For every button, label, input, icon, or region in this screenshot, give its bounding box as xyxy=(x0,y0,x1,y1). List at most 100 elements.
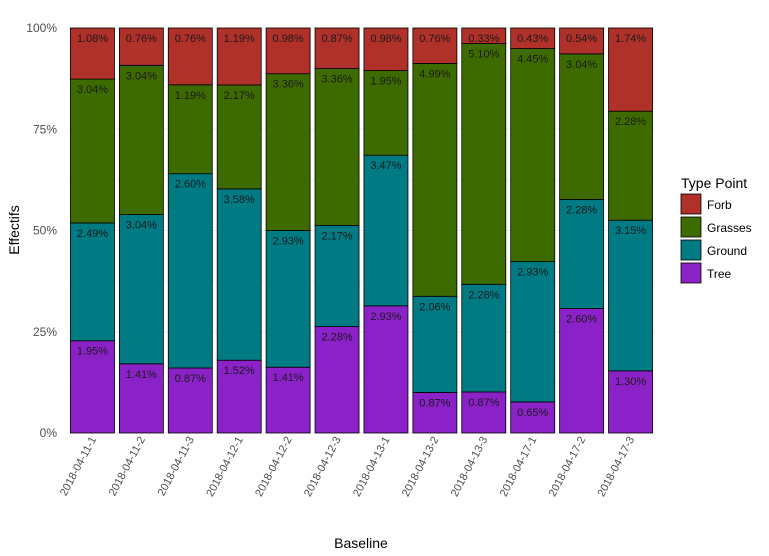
bar-segment-forb xyxy=(314,27,360,69)
x-tick-label: 2018-04-12-2 xyxy=(253,435,295,499)
data-label-forb: 0.54% xyxy=(566,33,597,45)
data-label-forb: 0.33% xyxy=(468,33,499,45)
legend-key-forb xyxy=(680,193,702,215)
bars xyxy=(70,27,653,434)
legend-key-ground xyxy=(680,239,702,261)
data-label-tree: 0.87% xyxy=(419,397,450,409)
x-tick-label: 2018-04-17-1 xyxy=(498,435,540,499)
bar-segment-forb xyxy=(363,27,409,71)
data-label-forb: 0.98% xyxy=(370,33,401,45)
data-label-forb: 0.76% xyxy=(419,33,450,45)
bar-segment-grasses xyxy=(510,48,556,263)
y-tick-label: 0% xyxy=(40,426,58,440)
bar-segment-forb xyxy=(70,27,115,80)
y-axis: 0% 25% 50% 75% 100% xyxy=(26,21,57,440)
x-tick-label: 2018-04-11-1 xyxy=(58,435,99,498)
bar-segment-ground xyxy=(167,173,213,369)
data-label-tree: 2.28% xyxy=(321,332,352,344)
x-tick-label: 2018-04-13-3 xyxy=(449,435,491,499)
bar-segment-grasses xyxy=(70,78,115,224)
data-label-ground: 3.47% xyxy=(370,160,401,172)
bar-segment-ground xyxy=(510,261,556,403)
bar-segment-forb xyxy=(412,27,458,64)
bar-segment-grasses xyxy=(412,63,458,297)
bar-segment-forb xyxy=(118,27,164,66)
bar-segment-forb xyxy=(216,27,262,86)
y-axis-title: Effectifs xyxy=(6,205,22,255)
bar-segment-ground xyxy=(412,295,458,393)
legend-key-tree xyxy=(680,262,702,284)
bar-segment-ground xyxy=(314,224,360,328)
bar-segment-ground xyxy=(70,222,115,342)
x-axis: 2018-04-11-1 2018-04-11-2 2018-04-11-3 2018… xyxy=(58,435,637,499)
y-tick-label: 100% xyxy=(26,21,57,35)
legend-key-grasses xyxy=(680,216,702,238)
x-tick-label: 2018-04-17-3 xyxy=(596,435,638,499)
data-label-ground: 2.17% xyxy=(321,230,352,242)
y-tick-label: 50% xyxy=(33,224,57,238)
bar-segment-forb xyxy=(461,27,507,44)
bar-segment-tree xyxy=(167,367,213,434)
bar-segment-tree xyxy=(363,305,409,434)
segment-labels: 1.95% 2.49% 3.04% 1.08% 1.41% 3.04% 3.04% 0.76%… xyxy=(77,33,646,419)
data-label-forb: 0.76% xyxy=(175,33,206,45)
bar-segment-ground xyxy=(363,154,409,307)
x-axis-title: Baseline xyxy=(334,535,388,551)
legend-label-tree: Tree xyxy=(707,267,732,281)
data-label-ground: 2.49% xyxy=(77,228,108,240)
data-label-ground: 2.93% xyxy=(517,267,548,279)
data-label-grasses: 1.95% xyxy=(370,76,401,88)
bar-segment-ground xyxy=(559,198,605,309)
data-label-tree: 0.87% xyxy=(468,397,499,409)
bar-segment-grasses xyxy=(216,84,262,190)
bar-segment-tree xyxy=(118,363,164,434)
bar-segment-grasses xyxy=(363,70,409,156)
data-label-grasses: 4.99% xyxy=(419,68,450,80)
data-label-grasses: 5.10% xyxy=(468,49,499,61)
data-label-tree: 2.93% xyxy=(370,311,401,323)
data-label-ground: 3.04% xyxy=(126,220,157,232)
bar-segment-tree xyxy=(559,308,605,434)
bar-segment-tree xyxy=(461,391,507,434)
legend: Type Point Forb Grasses Ground Tree xyxy=(680,175,752,284)
bar-segment-ground xyxy=(608,219,653,372)
bar-segment-forb xyxy=(167,27,213,86)
data-label-tree: 2.60% xyxy=(566,314,597,326)
bar-segment-tree xyxy=(70,340,115,434)
x-tick-label: 2018-04-11-2 xyxy=(107,435,148,498)
data-label-ground: 2.28% xyxy=(468,289,499,301)
data-label-tree: 1.41% xyxy=(126,369,157,381)
data-label-grasses: 3.04% xyxy=(566,59,597,71)
data-label-forb: 1.08% xyxy=(77,33,108,45)
bar-segment-grasses xyxy=(118,64,164,215)
bar-segment-grasses xyxy=(608,110,653,221)
data-label-ground: 2.60% xyxy=(175,179,206,191)
data-label-tree: 1.30% xyxy=(615,376,646,388)
y-tick-label: 25% xyxy=(33,325,57,339)
data-label-forb: 0.43% xyxy=(517,33,548,45)
x-tick-label: 2018-04-13-1 xyxy=(351,435,393,499)
bar-segment-ground xyxy=(461,283,507,393)
legend-label-grasses: Grasses xyxy=(707,221,752,235)
x-tick-label: 2018-04-12-3 xyxy=(302,435,344,499)
data-label-grasses: 4.45% xyxy=(517,54,548,66)
data-label-grasses: 2.28% xyxy=(615,116,646,128)
data-label-ground: 2.93% xyxy=(273,236,304,248)
bar-segment-tree xyxy=(314,326,360,434)
data-label-forb: 1.74% xyxy=(615,33,646,45)
bar-segment-grasses xyxy=(559,53,605,200)
bar-segment-ground xyxy=(118,214,164,365)
x-tick-label: 2018-04-12-1 xyxy=(204,435,246,499)
data-label-grasses: 3.04% xyxy=(77,84,108,96)
data-label-tree: 1.95% xyxy=(77,346,108,358)
bar-segment-ground xyxy=(265,230,311,368)
legend-label-ground: Ground xyxy=(707,244,747,258)
bar-segment-grasses xyxy=(314,68,360,226)
x-tick-label: 2018-04-17-2 xyxy=(547,435,589,499)
data-label-grasses: 3.04% xyxy=(126,70,157,82)
bar-segment-tree xyxy=(265,366,311,434)
y-tick-label: 75% xyxy=(33,122,57,136)
data-label-forb: 1.19% xyxy=(224,33,255,45)
data-label-grasses: 3.36% xyxy=(321,74,352,86)
